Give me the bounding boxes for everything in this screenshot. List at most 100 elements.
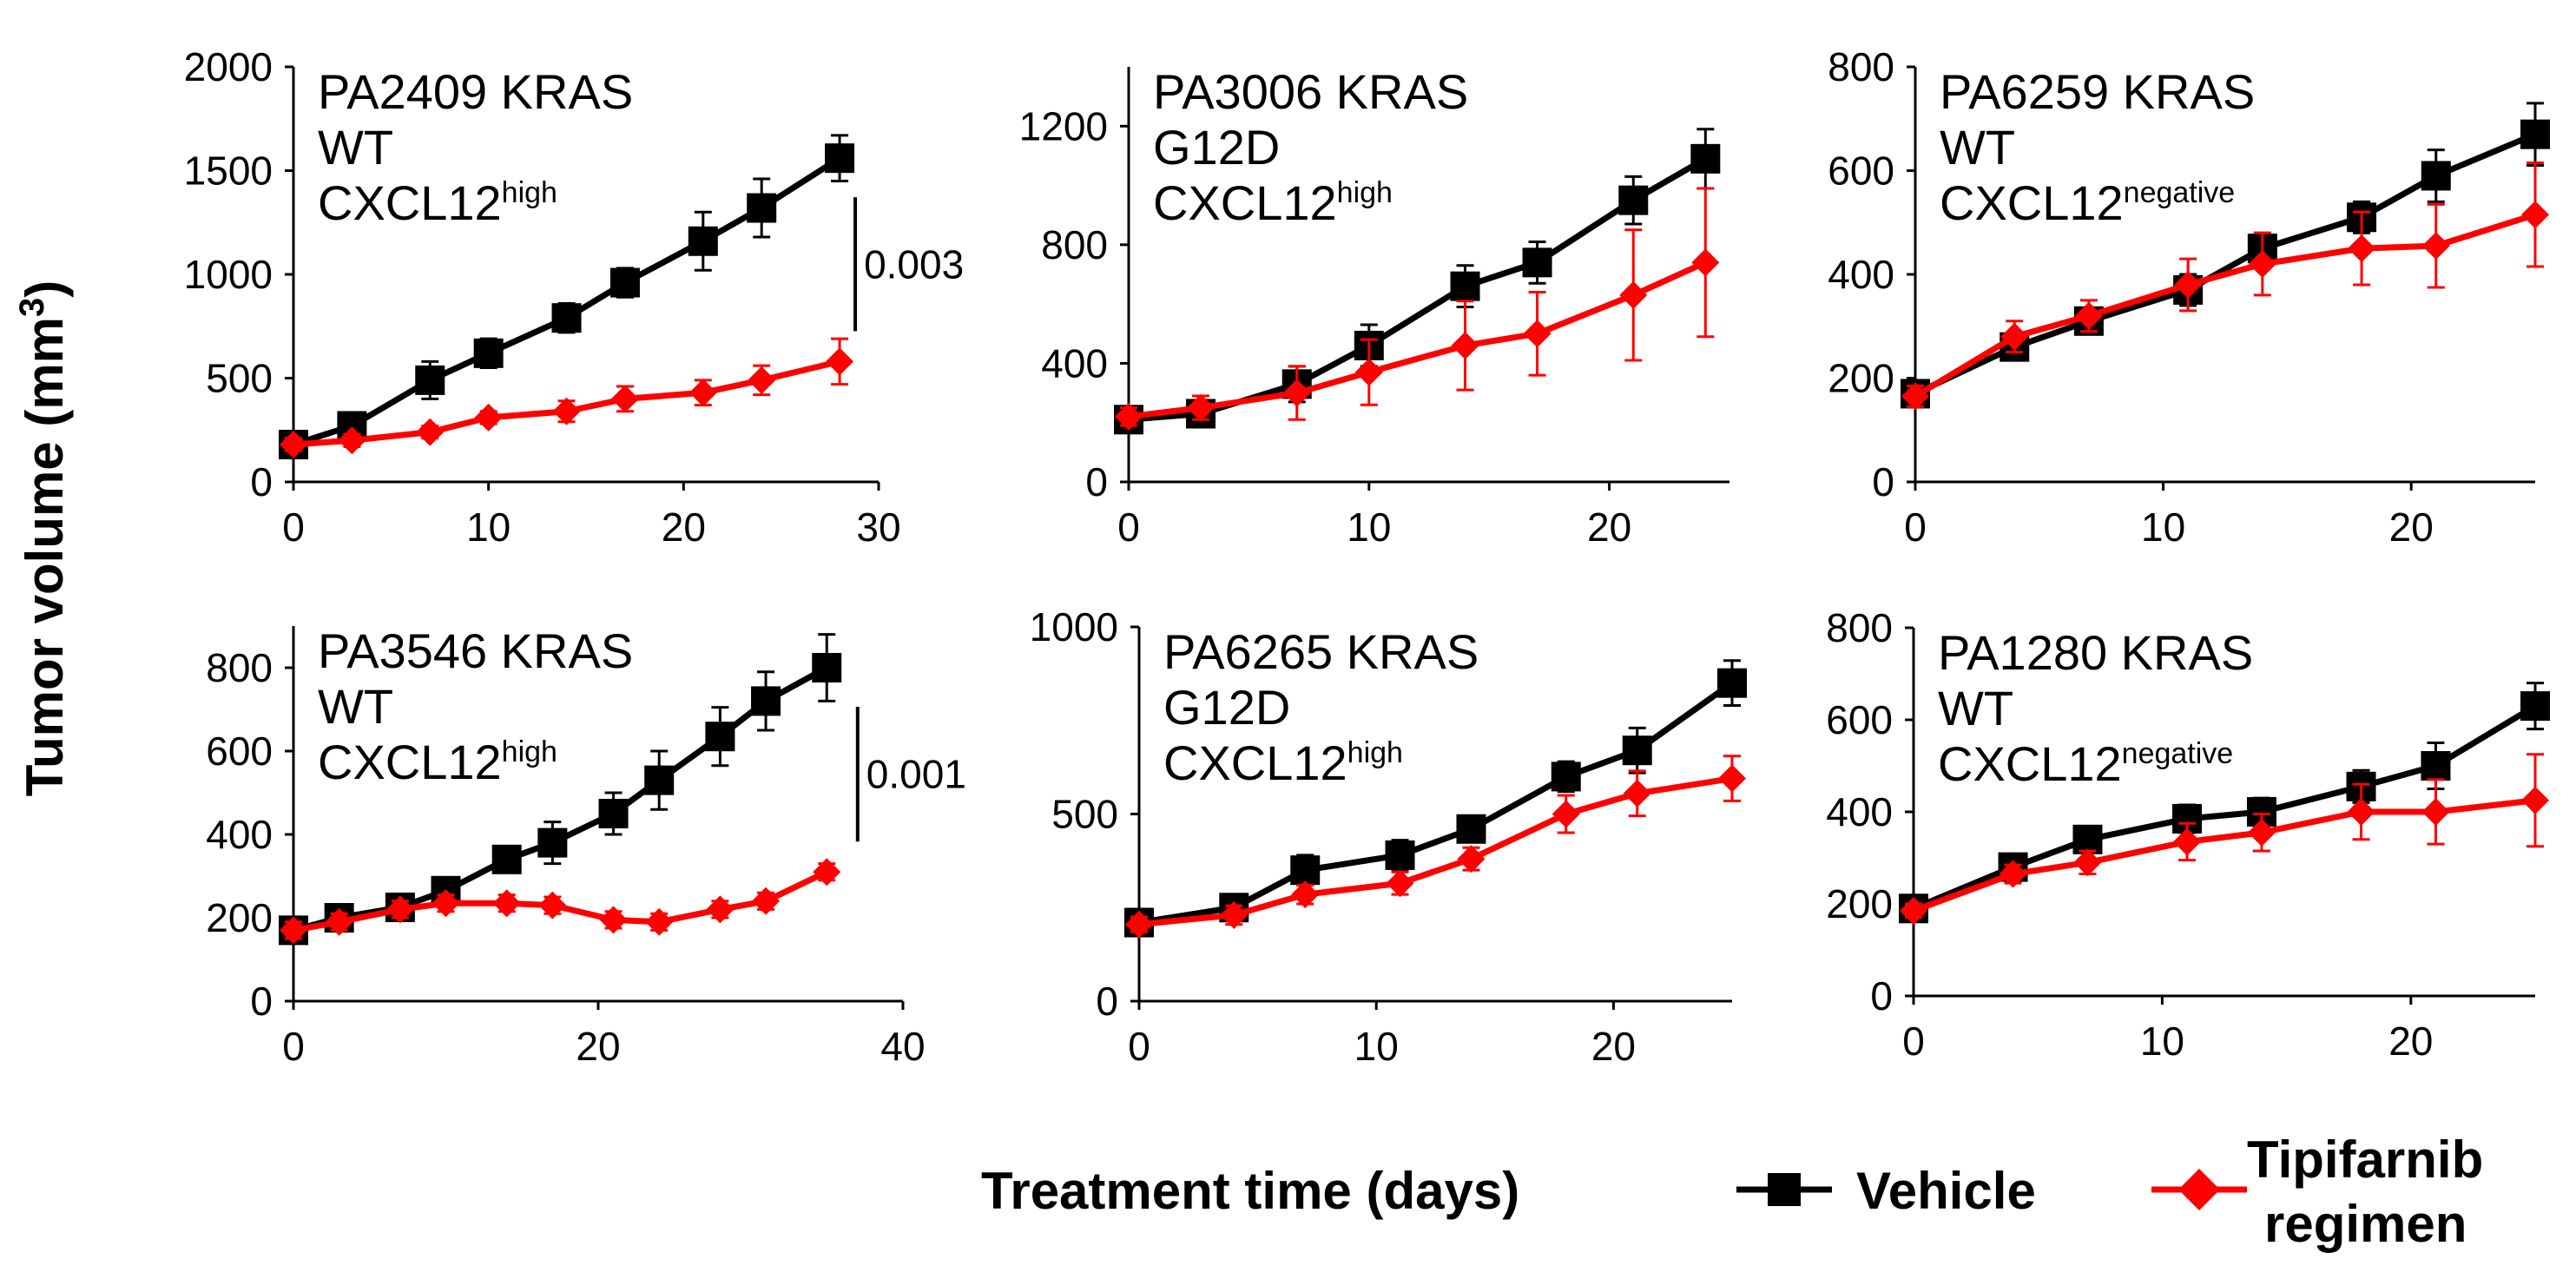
vehicle-point [537,827,568,858]
y-tick-label: 600 [206,729,273,774]
vehicle-point [2520,691,2550,722]
tipifarnib-point [1999,860,2027,888]
y-tick-label: 600 [1826,697,1893,742]
tipifarnib-point [2074,301,2103,330]
y-tick-label: 200 [1828,356,1894,401]
tipifarnib-point [2247,818,2276,847]
y-tick-label: 800 [206,645,273,690]
tipifarnib-point [280,916,307,945]
tipifarnib-point [2173,827,2202,856]
tipifarnib-point [492,889,521,918]
panel-label-line2: WT [1938,681,2013,735]
x-tick-label: 30 [856,504,900,550]
panel-label-line1: PA2409 KRAS [318,64,633,119]
panel-label-cxcl12: CXCL12 [1153,175,1337,230]
tipifarnib-point [1291,880,1320,909]
y-tick-label: 2000 [184,44,273,89]
y-tick-label: 800 [1041,222,1108,267]
tipifarnib-point [1282,379,1311,407]
y-tick-label: 200 [206,895,273,940]
y-tick-label: 800 [1828,44,1894,89]
y-tick-label: 0 [1085,459,1108,504]
vehicle-point [1450,271,1480,301]
x-tick-label: 10 [2140,1019,2184,1064]
y-tick-label: 500 [206,356,273,401]
tipifarnib-point [748,366,776,394]
vehicle-point [1618,185,1649,215]
x-tick-label: 0 [1904,504,1927,550]
tipifarnib-point [1523,320,1552,348]
tipifarnib-point [325,907,353,936]
panel-label-line1: PA3546 KRAS [318,623,633,678]
x-tick-label: 10 [1354,1024,1399,1069]
tipifarnib-point [2348,234,2376,263]
y-tick-label: 600 [1828,148,1894,194]
vehicle-point [598,799,629,828]
y-tick-label: 1000 [1030,604,1118,649]
tipifarnib-point [2521,201,2549,229]
vehicle-point [2520,119,2550,149]
tipifarnib-point [385,895,414,924]
panel-label-line2: WT [318,120,393,175]
tipifarnib-point [432,889,460,918]
panel-label-line3: CXCL12negative [1938,736,2233,791]
y-tick-label: 0 [250,979,273,1024]
panel-pa1280: 0 200 400 600 800 0 10 20 PA1280 KRASWTCXCL12neg… [1826,605,2550,1064]
panel-label-cxcl12-level: high [1347,736,1403,769]
panel-label-line3: CXCL12high [1153,175,1393,230]
x-tick-label: 10 [2141,504,2185,550]
tipifarnib-point [2421,232,2450,260]
panel-label-line2: WT [1940,120,2015,175]
x-axis-title: Treatment time (days) [981,1162,1519,1220]
tipifarnib-point [1220,900,1248,929]
x-tick-label: 0 [1902,1019,1925,1064]
panel-label-line2: G12D [1153,120,1280,175]
tipifarnib-point [2248,250,2276,279]
tipifarnib-point [645,907,674,936]
panel-label-line1: PA3006 KRAS [1153,64,1468,119]
vehicle-point [1522,247,1552,278]
panel-pa6259: 0 200 400 600 800 0 10 20 PA6259 KRASWTCXCL12neg… [1828,44,2550,550]
tipifarnib-point [474,403,503,432]
panel-label-cxcl12-level: negative [2124,176,2236,209]
panel-label-line3: CXCL12high [318,735,557,789]
series-line [1128,155,1708,423]
tipifarnib-point [1354,358,1383,386]
tipifarnib-point [1900,896,1927,925]
legend: Vehicle Tipifarnib regimen [1736,1131,2483,1253]
tipifarnib-point [1115,402,1143,431]
panel-label-line1: PA1280 KRAS [1938,625,2253,680]
panel-label-cxcl12-level: high [502,176,557,209]
y-tick-label: 500 [1051,792,1118,837]
tipifarnib-point [1691,248,1720,277]
vehicle-point [551,303,582,333]
vehicle-point [705,722,735,752]
vehicle-point [2421,161,2451,191]
vehicle-point [1690,143,1721,174]
tipifarnib-point [1552,800,1580,828]
vehicle-point [688,226,718,256]
legend-tipifarnib-label-line2: regimen [2264,1195,2467,1253]
y-tick-label: 400 [1041,340,1108,386]
vehicle-point [751,686,781,716]
panel-label-line3: CXCL12high [1163,735,1403,790]
tipifarnib-point [826,347,854,376]
tipifarnib-point [1901,382,1929,411]
tipifarnib-point [1451,331,1479,359]
x-tick-label: 0 [282,1024,305,1069]
tipifarnib-point [1718,764,1746,793]
tipifarnib-point [1386,869,1414,898]
x-tick-label: 10 [1347,504,1391,550]
x-tick-label: 20 [576,1024,620,1069]
y-tick-label: 0 [1870,973,1893,1019]
tipifarnib-point [1623,779,1651,808]
x-tick-label: 0 [1128,1024,1150,1069]
x-tick-label: 0 [1117,504,1140,550]
y-tick-label: 400 [206,812,273,857]
tipifarnib-point [2174,270,2203,299]
p-value-label: 0.001 [866,752,966,797]
x-tick-label: 40 [880,1024,925,1069]
tipifarnib-point [2521,786,2549,814]
